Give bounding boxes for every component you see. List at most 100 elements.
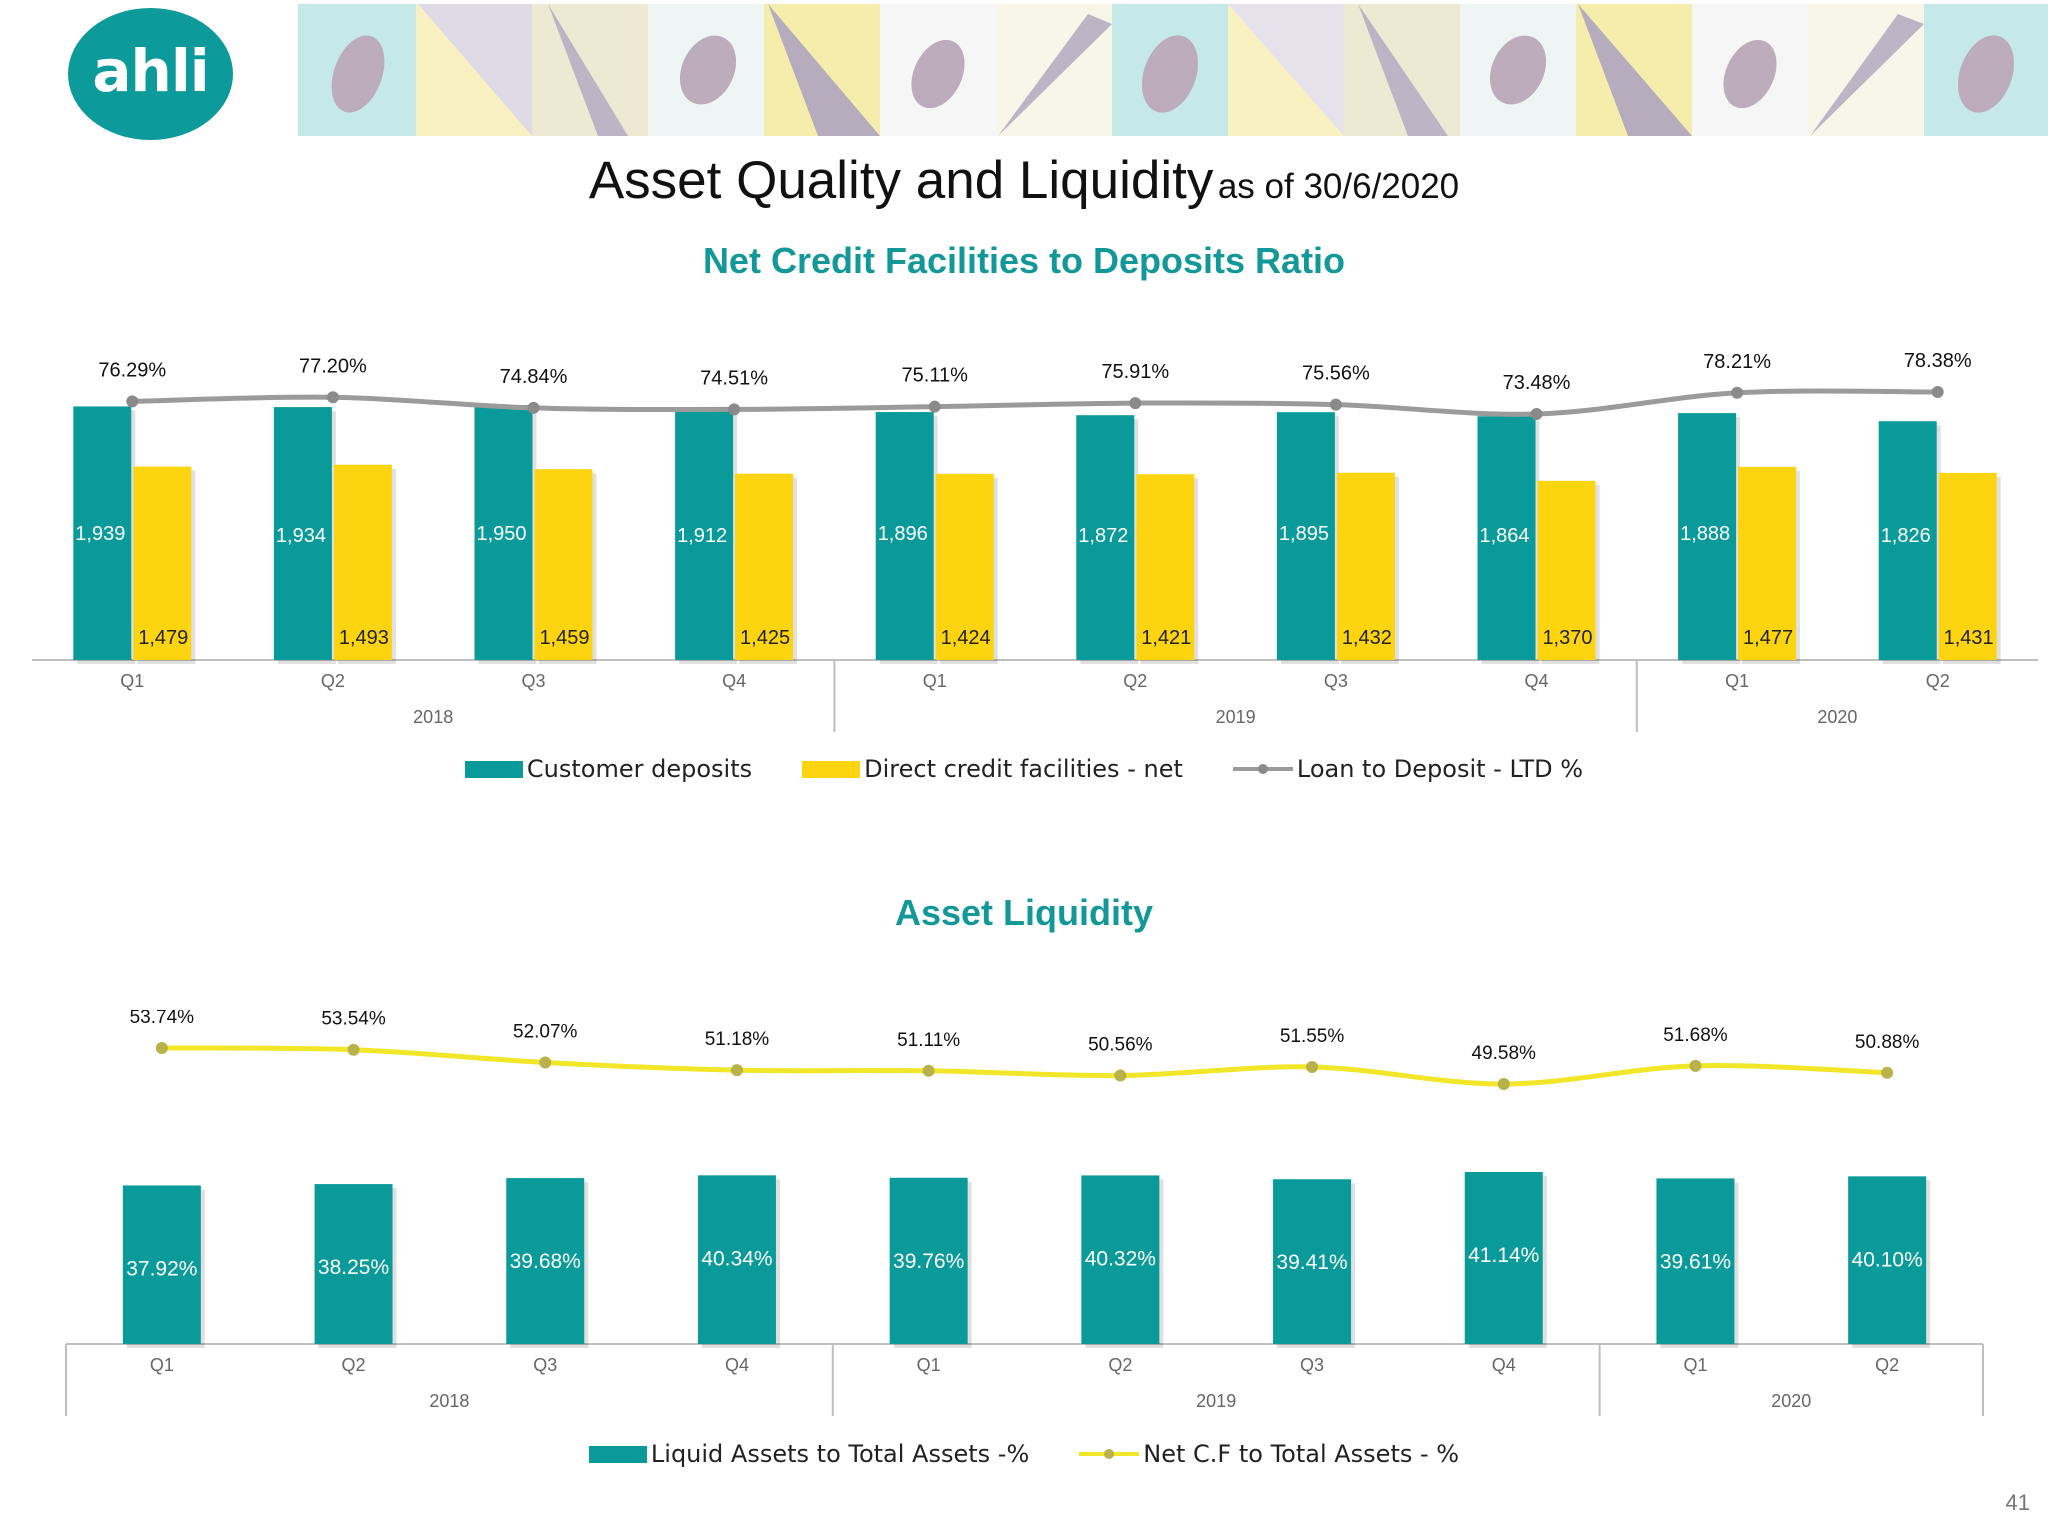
x-tick-label: Q4 — [1524, 671, 1548, 691]
legend-label-net-cf: Net C.F to Total Assets - % — [1143, 1440, 1460, 1468]
x-tick-label: Q2 — [1875, 1355, 1899, 1375]
legend-label-customer-deposits: Customer deposits — [526, 755, 753, 783]
net-cf-marker — [1306, 1060, 1319, 1073]
ltd-value-label: 78.38% — [1904, 350, 1972, 372]
net-cf-value-label: 50.56% — [1088, 1035, 1153, 1056]
legend-label-ltd: Loan to Deposit - LTD % — [1296, 755, 1584, 783]
net-cf-marker — [1497, 1078, 1510, 1090]
bar-value-label: 1,896 — [878, 523, 928, 545]
x-tick-label: Q2 — [1926, 671, 1950, 691]
ltd-marker — [1731, 386, 1744, 399]
bar-value-label: 1,872 — [1078, 525, 1128, 547]
title-main: Asset Quality and Liquidity — [588, 151, 1214, 210]
legend-swatch-teal — [464, 760, 523, 778]
x-tick-label: Q3 — [533, 1355, 557, 1375]
x-tick-label: Q4 — [1492, 1355, 1516, 1375]
bar-liquid-assets — [697, 1175, 776, 1344]
bar-value-label: 40.10% — [1852, 1248, 1923, 1271]
bar-value-label: 1,425 — [740, 627, 790, 649]
ltd-marker — [728, 403, 741, 416]
net-cf-value-label: 51.55% — [1280, 1026, 1345, 1047]
bar-credit-facilities — [333, 464, 392, 660]
bar-value-label: 1,934 — [276, 525, 326, 547]
net-cf-marker — [155, 1042, 168, 1054]
x-tick-label: Q4 — [725, 1355, 749, 1375]
x-tick-label: Q2 — [321, 671, 345, 691]
bar-liquid-assets — [122, 1185, 201, 1344]
year-group-label: 2019 — [1196, 1391, 1236, 1411]
x-tick-label: Q3 — [1300, 1355, 1324, 1375]
year-group-label: 2019 — [1216, 707, 1256, 727]
ltd-value-label: 75.11% — [902, 365, 969, 387]
legend-label-liquid-assets: Liquid Assets to Total Assets -% — [650, 1440, 1030, 1468]
net-cf-marker — [539, 1056, 552, 1069]
bar-value-label: 1,950 — [477, 523, 527, 545]
ltd-value-label: 78.21% — [1703, 351, 1771, 373]
bar-value-label: 1,479 — [138, 627, 188, 649]
bar-value-label: 1,477 — [1743, 627, 1793, 649]
bar-value-label: 1,421 — [1141, 627, 1191, 649]
bar-customer-deposits — [1276, 412, 1335, 660]
ltd-value-label: 77.20% — [299, 355, 367, 377]
x-tick-label: Q4 — [722, 671, 746, 691]
year-group-label: 2020 — [1771, 1391, 1811, 1411]
chart2-legend: Liquid Assets to Total Assets -% Net C.F… — [0, 1440, 2048, 1468]
net-cf-value-label: 49.58% — [1472, 1043, 1537, 1064]
ltd-marker — [1931, 386, 1944, 398]
ltd-value-label: 74.51% — [700, 367, 768, 389]
bar-credit-facilities — [534, 469, 593, 660]
bar-liquid-assets — [314, 1184, 393, 1344]
bar-value-label: 41.14% — [1468, 1244, 1539, 1267]
x-tick-label: Q1 — [1683, 1355, 1707, 1375]
x-tick-label: Q1 — [1725, 671, 1749, 691]
bar-credit-facilities — [1537, 480, 1596, 660]
bar-value-label: 1,826 — [1881, 525, 1931, 547]
net-cf-value-label: 52.07% — [513, 1021, 578, 1042]
bar-value-label: 1,888 — [1680, 523, 1730, 545]
year-group-label: 2018 — [429, 1391, 469, 1411]
ltd-marker — [126, 395, 139, 408]
bar-customer-deposits — [675, 409, 734, 660]
bar-liquid-assets — [506, 1178, 585, 1344]
bar-liquid-assets — [1656, 1178, 1735, 1344]
slide-title: Asset Quality and Liquidity as of 30/6/2… — [0, 150, 2048, 211]
x-tick-label: Q3 — [1324, 671, 1348, 691]
x-tick-label: Q1 — [923, 671, 947, 691]
bar-value-label: 38.25% — [318, 1256, 389, 1279]
bar-customer-deposits — [1076, 415, 1135, 660]
bar-value-label: 39.61% — [1660, 1250, 1731, 1273]
bar-customer-deposits — [875, 412, 934, 660]
ltd-marker — [326, 391, 339, 404]
credit-deposits-chart: Q1 Q2 Q3 Q4 Q1 Q2 Q3 Q4 Q1 Q2 2018 2019 2020 1,939 1,4… — [32, 350, 2038, 732]
x-tick-label: Q1 — [120, 671, 144, 691]
bar-value-label: 39.68% — [510, 1250, 581, 1273]
bar-value-label: 40.32% — [1085, 1247, 1156, 1270]
bar-value-label: 37.92% — [126, 1257, 197, 1280]
net-cf-value-label: 51.11% — [897, 1030, 960, 1051]
x-tick-label: Q1 — [150, 1355, 174, 1375]
ltd-marker — [1530, 408, 1543, 420]
bar-customer-deposits — [1878, 421, 1937, 660]
legend-item-ltd: Loan to Deposit - LTD % — [1232, 755, 1584, 783]
bar-customer-deposits — [474, 405, 533, 660]
bar-customer-deposits — [273, 407, 332, 660]
ltd-value-label: 76.29% — [98, 359, 166, 381]
bar-credit-facilities — [1136, 474, 1195, 660]
legend-label-credit-facilities: Direct credit facilities - net — [864, 755, 1183, 783]
net-cf-value-label: 53.74% — [130, 1010, 195, 1028]
bar-customer-deposits — [1678, 413, 1737, 660]
bar-credit-facilities — [1938, 472, 1997, 660]
net-cf-marker — [1689, 1059, 1702, 1072]
ltd-marker — [527, 401, 540, 414]
year-group-label: 2020 — [1817, 707, 1857, 727]
x-tick-label: Q2 — [342, 1355, 366, 1375]
net-cf-value-label: 51.18% — [705, 1029, 770, 1050]
bar-value-label: 40.34% — [701, 1247, 772, 1270]
ltd-value-label: 75.91% — [1101, 361, 1169, 383]
bar-value-label: 1,370 — [1542, 627, 1592, 649]
legend-item-liquid-assets: Liquid Assets to Total Assets -% — [588, 1440, 1030, 1468]
net-cf-line — [161, 1045, 1888, 1087]
ltd-marker — [1329, 398, 1342, 411]
legend-line-gray — [1232, 764, 1293, 774]
ltd-value-label: 75.56% — [1302, 363, 1370, 385]
